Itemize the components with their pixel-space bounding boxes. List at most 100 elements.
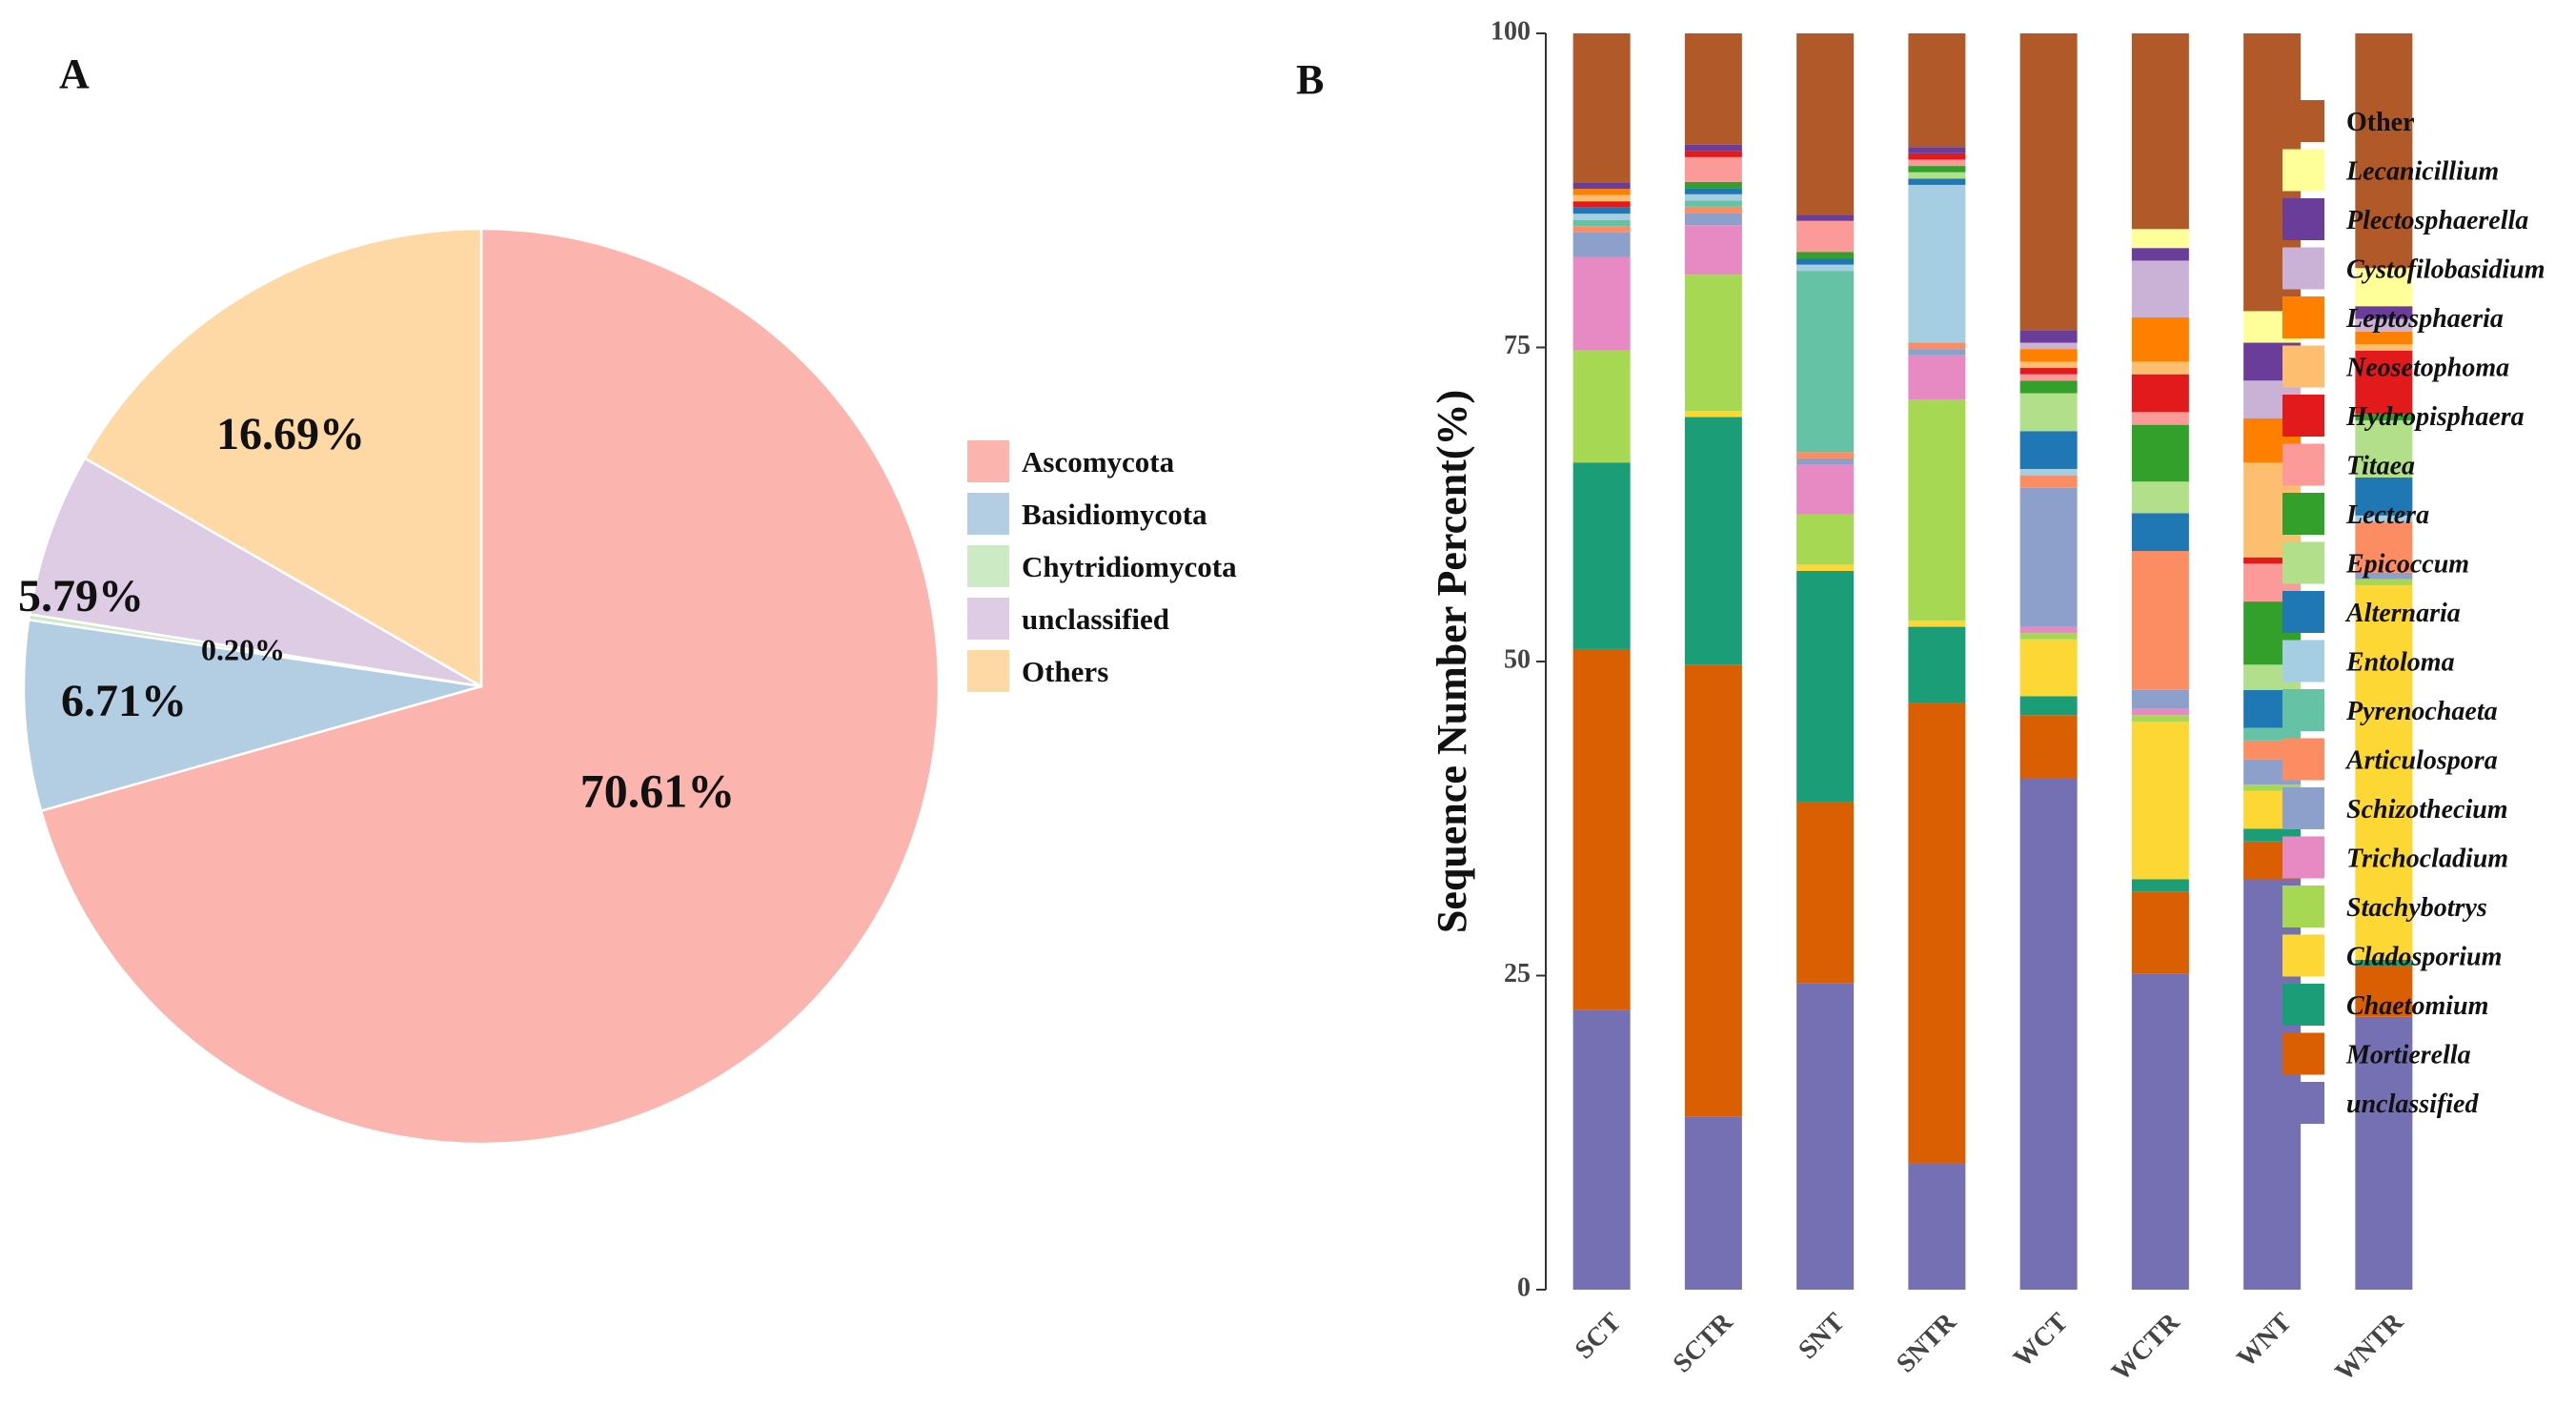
bar-segment-wctr-leptosphaeria [2131,317,2189,362]
bar-legend-swatch-neosetophoma [2282,345,2324,388]
bar-segment-sctr-entoloma [1684,193,1742,201]
bar-segment-snt-alternaria [1796,258,1855,265]
bar-legend-label-epicoccum: Epicoccum [2345,550,2469,580]
bar-legend-swatch-stachybotrys [2282,886,2324,927]
bar-segment-snt-entoloma [1796,264,1855,272]
bar-segment-wntr-entoloma [2355,515,2413,522]
bar-segment-sct-pyrenochaeta [1572,219,1631,227]
pie-slice-ascomycota [39,227,941,1146]
pie-slice-basidiomycota [22,618,482,813]
bar-segment-snt-stachybotrys [1796,514,1855,565]
x-tick-label-wnt: WNT [2231,1307,2297,1373]
pie-label-unclassified: 5.79% [18,571,144,621]
bar-segment-sntr-trichocladium [1908,355,1966,400]
bar-legend-swatch-other [2282,100,2324,142]
bar-segment-sntr-cladosporium [1908,620,1966,627]
bar-legend-label-neosetophoma: Neosetophoma [2345,354,2509,383]
bar-segment-sntr-epicoccum [1908,172,1966,179]
bar-segment-wct-cystofilobasidium [2019,342,2078,350]
bar-segment-wct-mortierella [2019,715,2078,779]
pie-label-others: 16.69% [216,409,365,459]
bar-legend-swatch-leptosphaeria [2282,296,2324,338]
x-tick-label-snt: SNT [1793,1307,1851,1365]
pie-legend-swatch-unclassified [967,598,1009,640]
bar-segment-wntr-plectosphaerella [2355,306,2413,319]
bar-segment-snt-pyrenochaeta [1796,271,1855,453]
bar-legend-swatch-trichocladium [2282,836,2324,879]
bar-segment-snt-chaetomium [1796,570,1855,803]
bar-segment-sct-plectosphaerella [1572,182,1631,190]
bar-legend-swatch-plectosphaerella [2282,198,2324,240]
bar-segment-wntr-unclassified [2355,1016,2413,1290]
bar-segment-sct-alternaria [1572,207,1631,214]
bar-segment-wctr-lectera [2131,424,2189,482]
x-tick-label-sctr: SCTR [1668,1307,1739,1378]
x-tick-label-sntr: SNTR [1891,1307,1962,1378]
bar-segment-wctr-other [2131,33,2189,230]
y-tick-label-50: 50 [1504,644,1531,674]
bar-segment-sntr-alternaria [1908,178,1966,185]
bar-segment-wntr-other [2355,33,2413,269]
bar-legend-swatch-lecanicillium [2282,149,2324,192]
bar-segment-wntr-schizothecium [2355,572,2413,580]
bar-segment-sctr-articulospora [1684,206,1742,214]
bar-segment-sctr-unclassified [1684,1116,1742,1290]
bar-segment-wntr-neosetophoma [2355,344,2413,351]
bar-segment-sctr-cladosporium [1684,411,1742,417]
bar-legend: Other Lecanicillium Plectosphaerella Cystof… [2282,100,2545,1124]
bar-segment-wctr-cladosporium [2131,721,2189,880]
bar-segment-wctr-titaea [2131,412,2189,425]
bar-legend-label-articulospora: Articulospora [2344,746,2498,776]
bar-segment-sntr-stachybotrys [1908,399,1966,621]
bar-legend-label-schizothecium: Schizothecium [2346,795,2508,825]
x-tick-label-wctr: WCTR [2106,1307,2186,1387]
y-tick-label-100: 100 [1491,16,1531,46]
bar-segment-wct-titaea [2019,374,2078,381]
bar-segment-wct-trichocladium [2019,626,2078,634]
bar-segment-snt-mortierella [1796,802,1855,984]
bar-segment-wct-schizothecium [2019,487,2078,627]
bar-legend-swatch-entoloma [2282,640,2324,682]
bar-segment-wct-unclassified [2019,778,2078,1290]
bar-segment-wct-stachybotrys [2019,633,2078,640]
bar-segment-wntr-stachybotrys [2355,579,2413,586]
bar-segment-sctr-titaea [1684,156,1742,182]
pie-legend-label-unclassified: unclassified [1022,602,1169,636]
bar-legend-swatch-titaea [2282,443,2324,486]
bar-legend-label-hydropisphaera: Hydropisphaera [2345,402,2525,432]
bar-segment-sntr-titaea [1908,159,1966,167]
pie-legend-label-chytridiomycota: Chytridiomycota [1022,550,1237,583]
bar-legend-label-pyrenochaeta: Pyrenochaeta [2345,697,2498,726]
bar-segment-wnt-stachybotrys [2243,784,2302,791]
panel-b-label: B [1296,56,1324,103]
bar-legend-swatch-chaetomium [2282,984,2324,1026]
bar-segment-snt-articulospora [1796,452,1855,458]
bar-segment-sctr-trichocladium [1684,225,1742,275]
bar-segment-wct-chaetomium [2019,696,2078,716]
bar-legend-label-unclassified: unclassified [2346,1089,2479,1119]
bar-segment-wctr-hydropisphaera [2131,374,2189,413]
bar-segment-wctr-articulospora [2131,551,2189,690]
bar-segment-wct-hydropisphaera [2019,368,2078,375]
pie-legend-swatch-basidiomycota [967,493,1009,535]
bar-segment-sctr-chaetomium [1684,417,1742,665]
bar-legend-label-alternaria: Alternaria [2344,599,2461,628]
pie-legend-swatch-others [967,650,1009,692]
bar-legend-swatch-pyrenochaeta [2282,689,2324,731]
bar-segment-wctr-lecanicillium [2131,229,2189,249]
bar-legend-label-trichocladium: Trichocladium [2346,845,2508,874]
bar-legend-swatch-cladosporium [2282,934,2324,977]
bar-legend-swatch-mortierella [2282,1032,2324,1075]
bar-legend-label-plectosphaerella: Plectosphaerella [2345,206,2528,235]
bar-legend-label-cladosporium: Cladosporium [2346,943,2502,972]
bar-legend-swatch-cystofilobasidium [2282,247,2324,290]
y-axis-title: Sequence Number Percent(%) [1429,390,1475,933]
bar-segment-sct-trichocladium [1572,256,1631,351]
bar-segment-sct-leptosphaeria [1572,189,1631,195]
bar-segment-snt-schizothecium [1796,458,1855,465]
bar-segment-wctr-alternaria [2131,513,2189,552]
bar-legend-label-mortierella: Mortierella [2345,1041,2471,1070]
pie-label-basidiomycota: 6.71% [61,676,187,726]
bar-segment-wntr-epicoccum [2355,420,2413,478]
bar-segment-sctr-lectera [1684,181,1742,189]
